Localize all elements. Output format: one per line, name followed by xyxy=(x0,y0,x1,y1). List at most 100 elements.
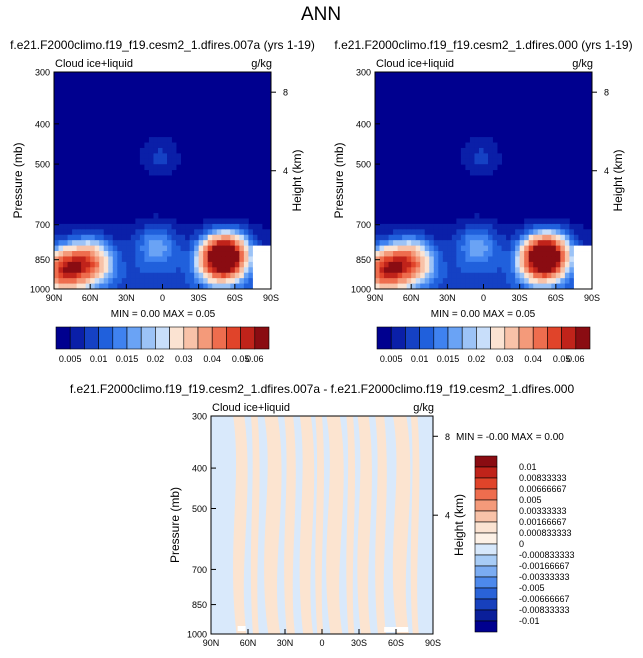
field-cell xyxy=(248,267,254,274)
field-cell xyxy=(243,278,249,284)
field-cell xyxy=(72,223,77,230)
field-cell xyxy=(144,153,150,160)
field-cell xyxy=(157,169,163,176)
field-cell xyxy=(194,245,200,252)
field-cell xyxy=(488,234,493,241)
field-cell xyxy=(225,272,231,279)
field-cell xyxy=(515,261,521,268)
field-cell xyxy=(239,256,245,263)
field-cell xyxy=(478,142,484,149)
field-cell xyxy=(420,234,426,241)
field-cell xyxy=(176,278,181,284)
field-cell xyxy=(469,218,475,225)
field-cell xyxy=(185,229,191,236)
field-cell xyxy=(537,283,543,290)
field-cell xyxy=(447,223,453,230)
x-tick-label: 0 xyxy=(481,293,486,303)
field-cell xyxy=(266,267,272,274)
field-cell xyxy=(108,278,114,284)
field-cell xyxy=(582,272,588,279)
field-cell xyxy=(393,223,398,230)
colorbar-label: 0.05 xyxy=(553,354,571,364)
field-cell xyxy=(189,272,195,279)
field-cell xyxy=(266,283,272,290)
field-cell xyxy=(212,278,218,284)
field-cell xyxy=(121,223,127,230)
field-cell xyxy=(415,261,421,268)
field-cell xyxy=(573,240,579,246)
field-cell xyxy=(402,283,408,290)
field-cell xyxy=(420,240,426,246)
field-cell xyxy=(578,229,584,236)
field-cell xyxy=(460,272,466,279)
field-cell xyxy=(243,251,249,257)
field-cell xyxy=(180,240,186,246)
field-cell xyxy=(90,283,96,290)
field-cell xyxy=(234,267,240,274)
field-cell xyxy=(388,278,394,284)
field-cell xyxy=(551,218,557,225)
field-cell xyxy=(167,234,172,241)
field-cell xyxy=(153,267,159,274)
field-cell xyxy=(551,272,557,279)
field-cell xyxy=(162,169,168,176)
colorbar-box xyxy=(126,326,142,350)
field-cell xyxy=(185,278,191,284)
field-cell xyxy=(510,267,516,274)
field-cell xyxy=(248,278,254,284)
x-tick-label: 90N xyxy=(203,638,220,648)
field-cell xyxy=(162,245,168,252)
field-cell xyxy=(171,158,177,165)
field-cell xyxy=(135,278,141,284)
field-cell xyxy=(225,223,231,230)
field-cell xyxy=(397,251,403,257)
field-cell xyxy=(551,278,557,284)
field-cell xyxy=(67,229,73,236)
field-cell xyxy=(99,278,105,284)
field-cell xyxy=(117,245,123,252)
field-cell xyxy=(506,251,512,257)
field-cell xyxy=(478,240,484,246)
field-cell xyxy=(442,240,448,246)
field-cell xyxy=(460,153,466,160)
field-cell xyxy=(492,223,498,230)
field-cell xyxy=(393,245,398,252)
colorbar-label: 0.05 xyxy=(232,354,250,364)
field-cell xyxy=(460,245,466,252)
field-cell xyxy=(121,283,127,290)
field-cell xyxy=(384,272,389,279)
field-cell xyxy=(510,234,516,241)
colorbar-box xyxy=(211,326,227,350)
x-tick-label: 30N xyxy=(118,293,135,303)
field-cell xyxy=(546,223,552,230)
colorbar-label: 0.015 xyxy=(116,354,139,364)
field-cell xyxy=(415,256,421,263)
field-cell xyxy=(492,240,498,246)
field-cell xyxy=(117,267,123,274)
colorbar-box xyxy=(169,326,185,350)
field-cell xyxy=(483,223,489,230)
field-cell xyxy=(524,261,530,268)
field-cell xyxy=(528,256,534,263)
field-cell xyxy=(94,256,100,263)
field-cell xyxy=(148,245,154,252)
field-cell xyxy=(492,147,498,154)
field-cell xyxy=(117,272,123,279)
field-cell xyxy=(420,256,426,263)
field-cell xyxy=(492,234,498,241)
field-cell xyxy=(126,251,132,257)
field-cell xyxy=(67,240,73,246)
field-cell xyxy=(85,245,91,252)
field-cell xyxy=(58,234,64,241)
field-cell xyxy=(248,256,254,263)
colorbar-label: 0.00333333 xyxy=(519,506,567,516)
field-cell xyxy=(474,164,480,171)
field-cell xyxy=(94,234,100,241)
colorbar-label: -0.00166667 xyxy=(519,561,570,571)
field-cell xyxy=(546,272,552,279)
field-cell xyxy=(67,278,73,284)
y-tick-label: 700 xyxy=(35,220,50,230)
field-cell xyxy=(578,278,584,284)
panel-base: f.e21.F2000climo.f19_f19.cesm2_1.dfires.… xyxy=(332,38,633,364)
field-cell xyxy=(524,278,530,284)
